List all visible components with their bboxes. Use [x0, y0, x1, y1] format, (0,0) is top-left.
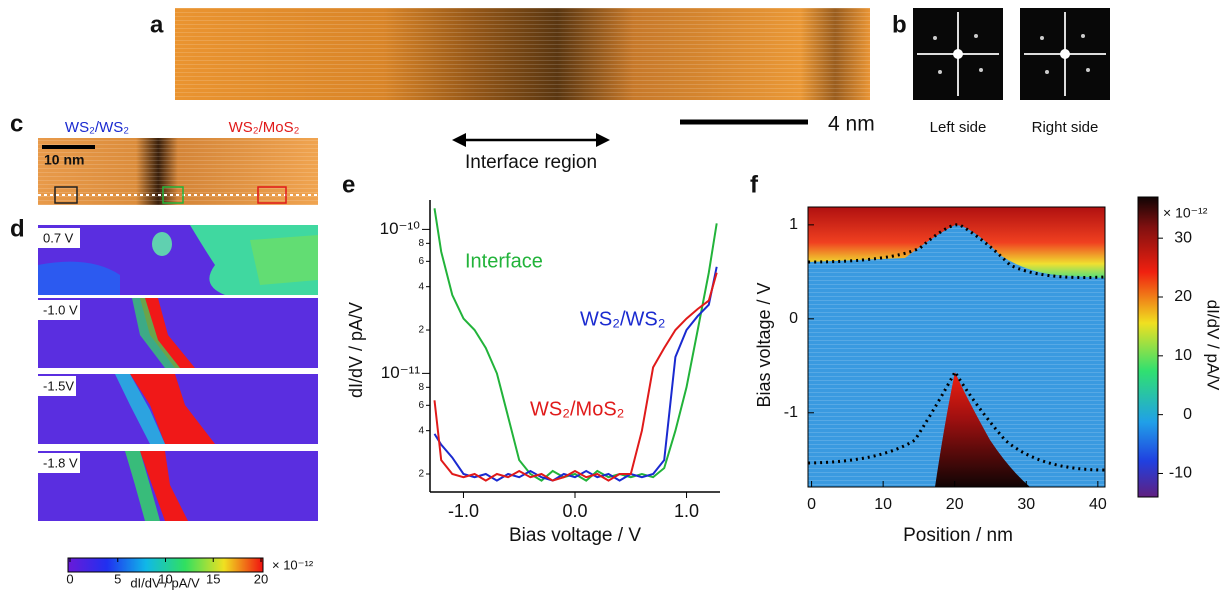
- panel-label: e: [342, 171, 355, 198]
- panel-label: a: [150, 11, 164, 38]
- panel-label: c: [10, 110, 23, 137]
- y-tick-label: -1: [784, 404, 798, 421]
- x-tick-label: 30: [1017, 496, 1035, 513]
- colorbar-tick-label: 15: [206, 571, 220, 586]
- region-box: [257, 186, 287, 204]
- colorbar-multiplier: × 10⁻¹²: [1163, 205, 1208, 221]
- y-tick-label: 2: [418, 325, 424, 336]
- data-line: [433, 266, 718, 482]
- caption: Left side: [930, 119, 987, 136]
- colorbar-tick-label: 30: [1174, 229, 1192, 246]
- y-axis-label: Bias voltage / V: [754, 282, 774, 407]
- colorbar-tick-label: 20: [1174, 288, 1192, 305]
- y-tick-label: 6: [418, 400, 424, 411]
- map-label: -1.5V: [43, 378, 74, 393]
- conductance-map: [38, 298, 318, 368]
- x-tick-label: 40: [1089, 496, 1107, 513]
- y-tick-label: 8: [418, 238, 424, 249]
- band-edge: [807, 368, 1106, 472]
- x-axis-label: Bias voltage / V: [509, 525, 641, 546]
- colorbar-tick-label: 5: [114, 571, 121, 586]
- region-label: WS₂/WS₂: [65, 119, 129, 136]
- fft-image: [913, 8, 1003, 100]
- y-tick-label: 0: [789, 310, 798, 327]
- conductance-map: [38, 374, 318, 444]
- series-label: WS₂/MoS₂: [530, 398, 624, 420]
- y-tick-label: 10⁻¹⁰: [380, 219, 421, 238]
- y-tick-label: 1: [789, 216, 798, 233]
- x-tick-label: 0: [807, 496, 816, 513]
- colorbar-tick-label: 20: [254, 571, 268, 586]
- y-tick-label: 6: [418, 256, 424, 267]
- map-label: -1.8 V: [43, 455, 78, 470]
- series-label: Interface: [465, 250, 543, 272]
- colorbar-multiplier: × 10⁻¹²: [272, 557, 314, 572]
- stm-texture: [175, 8, 870, 100]
- data-line: [433, 208, 718, 482]
- colorbar-label: dI/dV / pA/V: [130, 575, 200, 590]
- x-axis-label: Position / nm: [903, 525, 1013, 546]
- colorbar-tick-label: -10: [1169, 465, 1192, 482]
- colorbar-tick-label: 10: [1174, 347, 1192, 364]
- panel-label: f: [750, 171, 759, 198]
- map-label-box: [38, 300, 80, 320]
- map-label-box: [38, 376, 76, 396]
- y-tick-label: 4: [418, 281, 424, 292]
- x-tick-label: 0.0: [562, 501, 587, 521]
- region-label: WS₂/MoS₂: [229, 119, 300, 136]
- colorbar-label: dI/dV / pA/V: [1204, 300, 1223, 391]
- fft-image: [1020, 8, 1110, 100]
- panel-label: d: [10, 215, 25, 242]
- annotation: Interface region: [465, 152, 597, 173]
- plot-frame: [807, 206, 1106, 488]
- x-tick-label: -1.0: [448, 501, 479, 521]
- colorbar-tick-label: 0: [66, 571, 73, 586]
- series-label: WS₂/WS₂: [580, 308, 666, 330]
- colorbar: [1137, 196, 1159, 498]
- colorbar-tick-label: 0: [1183, 406, 1192, 423]
- x-tick-label: 10: [874, 496, 892, 513]
- scale-label: 4 nm: [828, 113, 875, 136]
- x-tick-label: 20: [946, 496, 964, 513]
- y-axis-label: dI/dV / pA/V: [346, 302, 366, 398]
- interface-arrow: [452, 133, 610, 147]
- panel-label: b: [892, 11, 907, 38]
- y-tick-label: 2: [418, 469, 424, 480]
- conductance-map: [38, 451, 318, 521]
- y-tick-label: 8: [418, 382, 424, 393]
- colorbar-tick-label: 10: [158, 571, 172, 586]
- stm-texture: [38, 138, 318, 205]
- data-line: [433, 272, 718, 482]
- map-label: 0.7 V: [43, 230, 74, 245]
- heatmap-image: [808, 207, 1105, 487]
- map-label-box: [38, 228, 80, 248]
- caption: Right side: [1032, 119, 1099, 136]
- conductance-map: [38, 225, 318, 295]
- y-tick-label: 4: [418, 425, 424, 436]
- scale-label: 10 nm: [44, 152, 84, 168]
- map-label-box: [38, 453, 80, 473]
- x-tick-label: 1.0: [674, 501, 699, 521]
- y-tick-label: 10⁻¹¹: [381, 363, 421, 382]
- map-label: -1.0 V: [43, 302, 78, 317]
- region-box: [162, 186, 184, 204]
- region-box: [54, 186, 78, 204]
